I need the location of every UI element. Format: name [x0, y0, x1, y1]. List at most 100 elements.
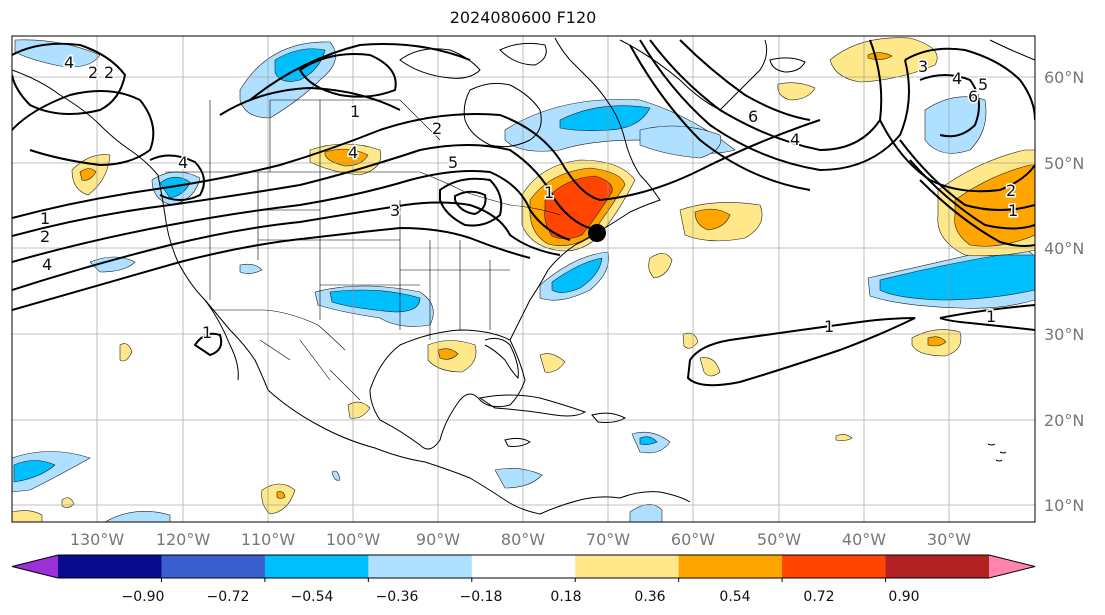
lon-label: 70°W: [586, 530, 630, 549]
contour-label: 4: [178, 153, 188, 172]
colorbar-bin: [885, 555, 990, 578]
contour-label: 2: [88, 63, 98, 82]
cuba: [478, 394, 587, 417]
contour-label: 1: [202, 323, 212, 342]
colorbar-tick: −0.18: [460, 589, 503, 605]
contour-jet-1: [12, 113, 821, 219]
contour-label: 1: [350, 102, 360, 121]
lon-label: 60°W: [671, 530, 715, 549]
colorbar-tick: 0.54: [719, 589, 750, 605]
contour-label: 4: [790, 130, 800, 149]
contour-label: 2: [40, 227, 50, 246]
labrador-coast: [554, 37, 641, 176]
colorbar: [11, 554, 1036, 582]
hudson-bay: [463, 82, 542, 148]
map-frame: [11, 35, 1036, 523]
lat-label: 60°N: [1044, 68, 1084, 87]
negative-anomaly-east-atlantic: [924, 96, 987, 154]
latitude-labels: 60°N 50°N 40°N 30°N 20°N 10°N: [1044, 68, 1084, 515]
lon-label: 100°W: [326, 530, 381, 549]
lat-label: 20°N: [1044, 411, 1084, 430]
contour-low-great-lakes: [439, 177, 503, 227]
graticule: [12, 36, 1035, 522]
colorbar-extend-low: [12, 555, 58, 578]
map-title: 2024080600 F120: [449, 8, 597, 27]
contour-label: 1: [1008, 201, 1018, 220]
storm-center-marker: [588, 224, 606, 242]
state-lines-2: [399, 200, 510, 340]
contour-north-pacific: [12, 42, 127, 115]
mexico-coast: [267, 389, 541, 515]
colorbar-tick: 0.18: [550, 589, 581, 605]
contour-label-group: 4 2 2 1 4 4 2 1 4 1 2 5 3 6 4 6 5 4 3 2 …: [39, 52, 1020, 344]
east-coast: [509, 231, 599, 341]
contour-label: 4: [348, 143, 358, 162]
colorbar-tick: −0.90: [122, 589, 165, 605]
contour-subtropical: [686, 317, 916, 387]
colorbar-tick-labels: −0.90 −0.72 −0.54 −0.36 −0.18 0.18 0.36 …: [122, 589, 920, 605]
colorbar-extend-high: [989, 555, 1035, 578]
europe-africa-edge: [989, 39, 1035, 61]
colorbar-tick: −0.72: [207, 589, 250, 605]
maritimes-coast: [597, 174, 661, 233]
baja-coast: [204, 299, 239, 381]
mexico-states: [259, 339, 361, 401]
lat-label: 10°N: [1044, 496, 1084, 515]
canada-provinces: [209, 99, 441, 172]
colorbar-tick: 0.36: [634, 589, 665, 605]
contour-jet-3: [12, 170, 571, 263]
contour-jet-5: [12, 226, 531, 311]
lon-label: 40°W: [842, 530, 886, 549]
colorbar-outline: [11, 554, 1036, 579]
colorbar-bin: [161, 555, 266, 578]
contour-label: 5: [448, 153, 458, 172]
contour-label: 1: [986, 307, 996, 326]
colorbar-bin: [678, 555, 783, 578]
map-background: [12, 36, 1035, 522]
negative-anomaly-west-atlantic: [639, 125, 722, 159]
us-mexico-border: [212, 309, 346, 351]
lon-label: 30°W: [927, 530, 971, 549]
lat-label: 50°N: [1044, 154, 1084, 173]
colorbar-bin: [471, 555, 576, 578]
contour-lines: [12, 39, 1035, 387]
colorbar-bin: [575, 555, 680, 578]
contour-label: 1: [40, 209, 50, 228]
contour-label: 6: [968, 87, 978, 106]
contour-jet-4: [12, 201, 561, 291]
negative-anomaly-southwest: [89, 256, 136, 273]
contour-gulf-of-california: [193, 332, 223, 357]
lon-label: 90°W: [416, 530, 460, 549]
colorbar-bin: [264, 555, 369, 578]
colorbar-tick: 0.90: [888, 589, 919, 605]
lon-label: 80°W: [501, 530, 545, 549]
lat-label: 30°N: [1044, 325, 1084, 344]
contour-east-atlantic: [904, 47, 1035, 121]
contour-label: 3: [918, 57, 928, 76]
contour-label: 4: [42, 255, 52, 274]
contour-label: 2: [104, 63, 114, 82]
longitude-labels: 130°W 120°W 110°W 100°W 90°W 80°W 70°W 6…: [70, 530, 971, 549]
positive-anomaly-north-atlantic: [829, 37, 938, 83]
contour-label: 6: [748, 107, 758, 126]
contour-label: 4: [64, 53, 74, 72]
colorbar-tick: −0.36: [376, 589, 419, 605]
coastlines: [12, 37, 1035, 515]
contour-label: 2: [1006, 181, 1016, 200]
lon-label: 50°W: [757, 530, 801, 549]
central-america: [539, 496, 621, 515]
colorbar-bin: [58, 555, 162, 578]
contour-label: 4: [952, 69, 962, 88]
florida: [484, 337, 519, 380]
contour-jet-2: [12, 144, 601, 237]
iceland: [769, 57, 806, 73]
colorbar-bin: [782, 555, 887, 578]
lat-label: 40°N: [1044, 239, 1084, 258]
colorbar-tick: 0.72: [803, 589, 834, 605]
contour-arctic-canada: [298, 53, 397, 98]
lon-label: 120°W: [156, 530, 211, 549]
contour-label: 5: [978, 75, 988, 94]
lon-label: 110°W: [241, 530, 296, 549]
contour-label: 3: [390, 201, 400, 220]
